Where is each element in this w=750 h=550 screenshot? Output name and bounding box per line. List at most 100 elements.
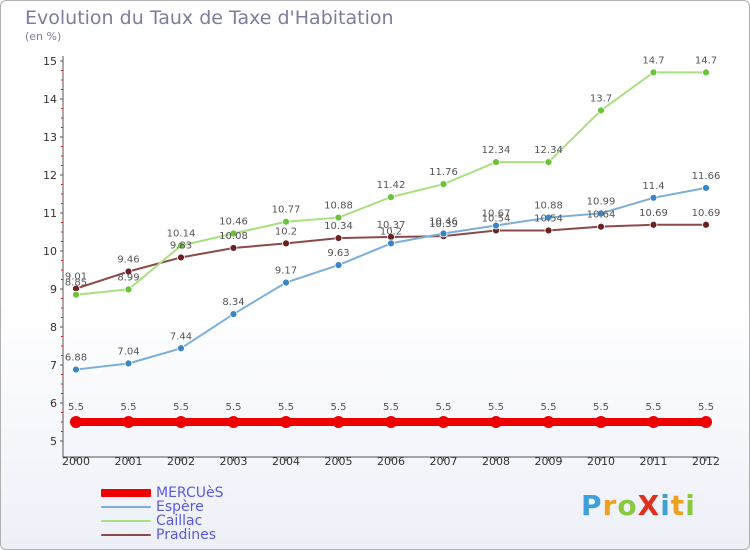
data-label: 5.5 [436, 402, 452, 413]
data-label: 9.17 [275, 266, 297, 277]
data-point [334, 213, 343, 222]
y-tick-label: 5 [50, 435, 57, 448]
data-point [544, 158, 553, 166]
data-point [542, 416, 555, 428]
data-point [122, 416, 135, 428]
data-point [597, 106, 605, 115]
data-label: 10.88 [324, 201, 353, 212]
data-label: 12.34 [534, 145, 563, 156]
data-label: 5.5 [541, 402, 557, 413]
data-label: 10.08 [219, 231, 248, 242]
logo-letter: i [660, 489, 671, 522]
data-point [385, 416, 397, 428]
data-label: 9.83 [170, 240, 192, 251]
x-tick-label: 2006 [377, 455, 405, 468]
data-label: 10.54 [482, 213, 511, 224]
data-label: 5.5 [173, 402, 189, 413]
data-point [334, 261, 343, 269]
data-label: 14.7 [642, 55, 664, 66]
data-point [387, 239, 395, 248]
data-label: 14.7 [695, 55, 717, 66]
data-point [124, 359, 133, 368]
data-point [229, 310, 238, 318]
data-label: 9.01 [65, 272, 87, 283]
x-tick-label: 2002 [167, 455, 195, 468]
data-point [175, 416, 187, 428]
x-tick-label: 2012 [692, 455, 720, 468]
data-label: 11.66 [692, 171, 721, 182]
logo-letter: o [617, 489, 638, 522]
data-label: 5.5 [68, 402, 84, 413]
data-point [332, 416, 345, 428]
y-tick-label: 14 [43, 93, 57, 106]
data-label: 10.2 [275, 226, 297, 237]
data-label: 9.46 [117, 255, 139, 266]
data-label: 11.76 [429, 167, 458, 178]
data-label: 5.5 [278, 402, 294, 413]
data-point [544, 213, 553, 222]
data-point [595, 416, 607, 428]
y-tick-label: 6 [50, 397, 57, 410]
data-point [280, 416, 292, 428]
data-point [702, 184, 710, 192]
data-point [177, 344, 185, 353]
legend-swatch [101, 489, 151, 497]
data-point [490, 416, 502, 428]
data-label: 6.88 [65, 353, 87, 364]
y-tick-label: 8 [50, 321, 57, 334]
data-label: 5.5 [488, 402, 504, 413]
y-tick-label: 7 [50, 359, 57, 372]
data-point [227, 416, 240, 428]
data-point [124, 285, 133, 294]
x-tick-label: 2009 [535, 455, 563, 468]
data-point [439, 180, 448, 189]
data-label: 10.39 [429, 219, 458, 230]
data-point [649, 193, 658, 202]
data-label: 11.4 [642, 181, 664, 192]
data-point [700, 416, 712, 428]
x-tick-label: 2005 [325, 455, 353, 468]
data-point [437, 416, 450, 428]
data-label: 7.04 [117, 346, 139, 357]
data-label: 7.44 [170, 331, 192, 342]
data-label: 8.85 [65, 278, 87, 289]
data-label: 10.67 [482, 209, 511, 220]
data-label: 8.99 [117, 272, 139, 283]
legend-label: Espère [156, 499, 204, 515]
data-point [72, 365, 80, 374]
legend-label: MERCUèS [156, 485, 224, 501]
data-point [439, 229, 448, 238]
y-tick-label: 12 [43, 169, 57, 182]
data-point [70, 416, 82, 428]
data-label: 10.46 [219, 217, 248, 228]
data-label: 9.63 [327, 248, 349, 259]
data-label: 10.69 [692, 208, 721, 219]
legend-label: Caillac [156, 513, 203, 529]
data-label: 10.34 [324, 221, 353, 232]
logo-letter: r [602, 489, 618, 522]
chart-subtitle: (en %) [25, 30, 62, 43]
data-label: 11.42 [377, 180, 406, 191]
data-label: 10.14 [167, 229, 196, 240]
data-label: 5.5 [331, 402, 347, 413]
data-label: 10.69 [639, 208, 668, 219]
data-point [282, 239, 290, 248]
x-tick-label: 2008 [482, 455, 510, 468]
logo-letter: P [581, 489, 603, 522]
x-tick-label: 2001 [115, 455, 143, 468]
data-point [702, 220, 710, 229]
data-label: 5.5 [121, 402, 137, 413]
chart-title: Evolution du Taux de Taxe d'Habitation [25, 7, 394, 29]
data-point [177, 241, 185, 250]
data-label: 5.5 [698, 402, 714, 413]
logo-letter: i [685, 489, 696, 522]
data-label: 5.5 [593, 402, 609, 413]
data-label: 10.99 [587, 196, 616, 207]
data-label: 10.54 [534, 213, 563, 224]
x-tick-label: 2003 [220, 455, 248, 468]
logo-letter: t [670, 489, 686, 522]
data-label: 10.2 [380, 226, 402, 237]
x-tick-label: 2007 [430, 455, 458, 468]
data-point [649, 220, 658, 229]
proxiti-logo: ProXiti [581, 489, 696, 522]
